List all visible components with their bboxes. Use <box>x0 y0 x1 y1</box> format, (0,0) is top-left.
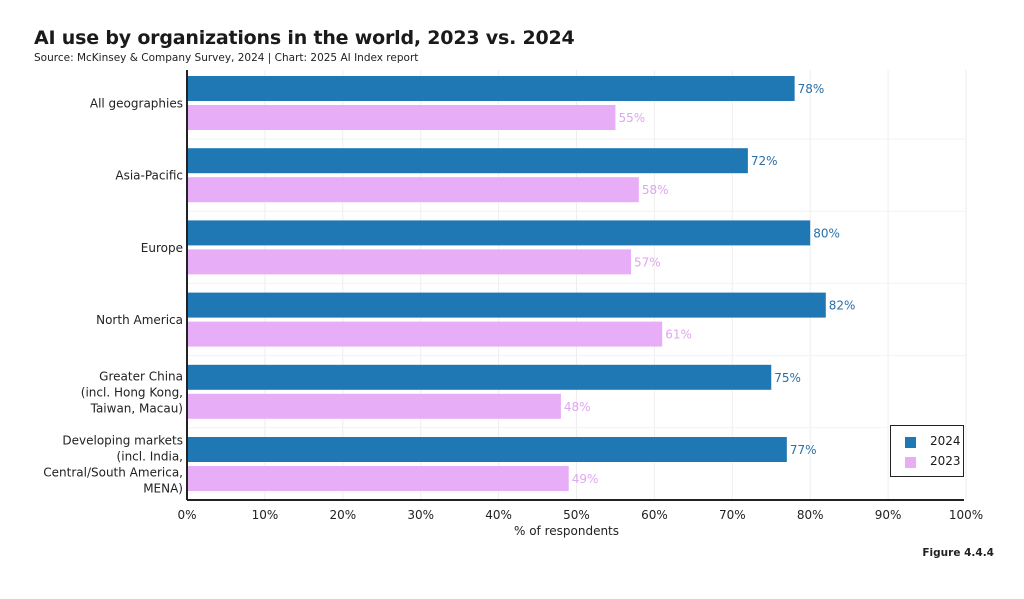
category-label-line: All geographies <box>90 97 183 111</box>
category-label-line: Central/South America, <box>43 466 183 480</box>
category-label-line: (incl. Hong Kong, <box>81 385 183 399</box>
category-label-line: North America <box>96 313 183 327</box>
bar-2024 <box>187 437 787 462</box>
x-tick-label: 40% <box>485 508 512 522</box>
bar-2023 <box>187 393 561 419</box>
bar-2024 <box>187 76 795 101</box>
legend-label-2024: 2024 <box>930 434 961 448</box>
bar-2024 <box>187 364 772 390</box>
category-label-line: Asia-Pacific <box>115 169 183 183</box>
category-label-line: MENA) <box>143 482 183 496</box>
x-tick-label: 20% <box>329 508 356 522</box>
category-label: Asia-Pacific <box>115 169 183 183</box>
x-tick-label: 50% <box>563 508 590 522</box>
bar-2024 <box>187 220 811 246</box>
figure-label: Figure 4.4.4 <box>922 547 994 559</box>
data-label-2023: 49% <box>572 472 599 486</box>
category-label: All geographies <box>90 97 183 111</box>
x-tick-label: 0% <box>177 508 196 522</box>
category-label-line: (incl. India, <box>117 450 183 464</box>
legend-swatch-2024 <box>905 437 916 448</box>
x-tick-label: 100% <box>949 508 983 522</box>
chart-subtitle: Source: McKinsey & Company Survey, 2024 … <box>34 52 419 64</box>
data-label-2024: 77% <box>790 443 817 457</box>
bar-2024 <box>187 148 748 174</box>
bar-2024 <box>187 292 826 318</box>
bar-2023 <box>187 105 616 130</box>
category-label-line: Taiwan, Macau) <box>90 401 183 415</box>
x-tick-label: 30% <box>407 508 434 522</box>
category-label: Developing markets (incl. India, Central/S… <box>43 434 183 496</box>
x-tick-label: 70% <box>719 508 746 522</box>
legend-swatch-2023 <box>905 457 916 468</box>
data-label-2023: 61% <box>665 328 692 342</box>
data-label-2023: 48% <box>564 400 591 414</box>
data-label-2024: 75% <box>774 371 801 385</box>
category-label: Greater China (incl. Hong Kong, Taiwan, Ma… <box>81 369 183 415</box>
legend: 2024 2023 <box>890 425 964 477</box>
data-label-2024: 78% <box>798 82 825 96</box>
legend-label-2023: 2023 <box>930 454 961 468</box>
bar-2023 <box>187 466 569 491</box>
chart-title: AI use by organizations in the world, 20… <box>34 27 575 49</box>
x-tick-label: 80% <box>797 508 824 522</box>
data-label-2023: 58% <box>642 183 669 197</box>
data-label-2023: 57% <box>634 255 661 269</box>
data-label-2024: 80% <box>813 226 840 240</box>
category-label-line: Europe <box>141 241 183 255</box>
bar-2023 <box>187 177 639 203</box>
data-label-2024: 72% <box>751 154 778 168</box>
bar-2023 <box>187 249 632 275</box>
data-label-2023: 55% <box>618 111 645 125</box>
category-label: Europe <box>141 241 183 255</box>
category-label-line: Greater China <box>99 369 183 383</box>
category-label-line: Developing markets <box>62 434 183 448</box>
category-label: North America <box>96 313 183 327</box>
x-axis-title: % of respondents <box>514 524 619 538</box>
x-tick-label: 10% <box>252 508 279 522</box>
bar-2023 <box>187 321 663 347</box>
data-label-2024: 82% <box>829 299 856 313</box>
x-tick-label: 60% <box>641 508 668 522</box>
x-tick-label: 90% <box>875 508 902 522</box>
